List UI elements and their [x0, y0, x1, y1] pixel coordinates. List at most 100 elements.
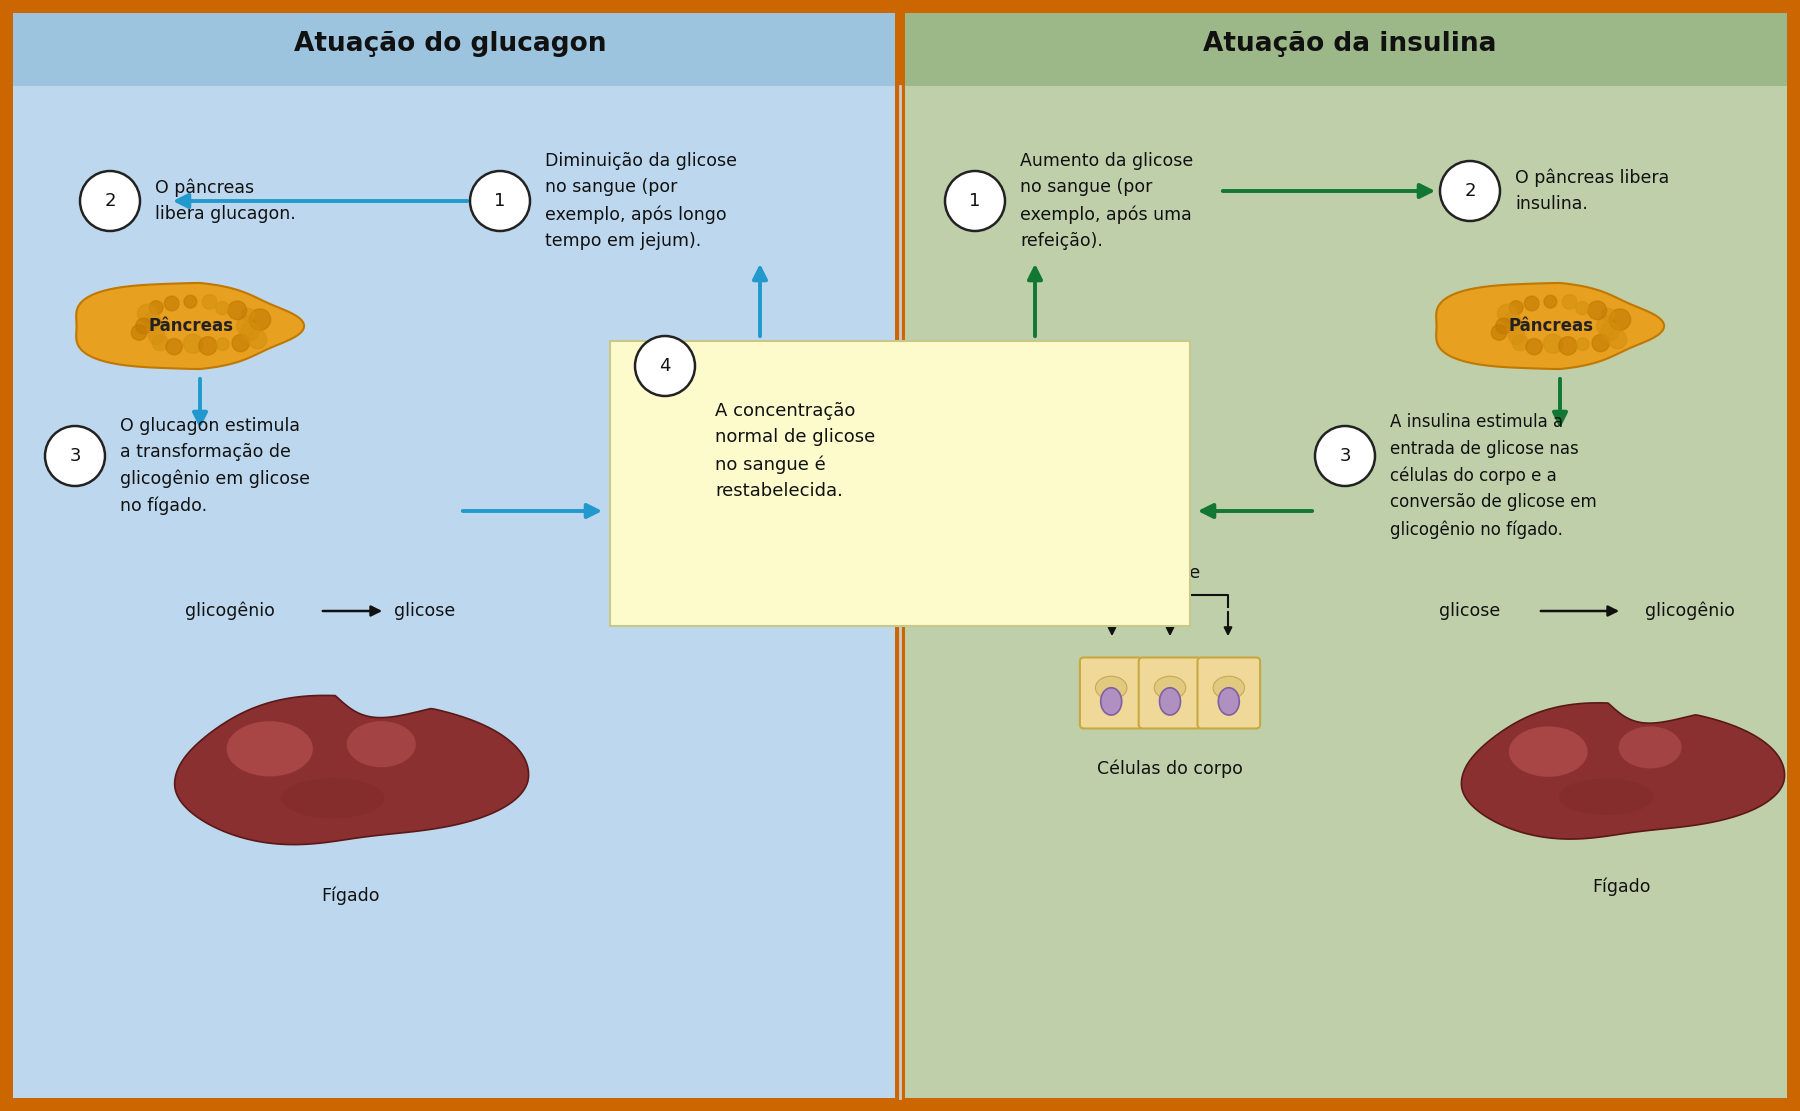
Circle shape	[1543, 334, 1562, 353]
Circle shape	[1508, 328, 1525, 344]
Circle shape	[1602, 308, 1615, 321]
Circle shape	[148, 328, 166, 344]
Circle shape	[1609, 309, 1631, 330]
FancyBboxPatch shape	[13, 13, 895, 1098]
Circle shape	[1496, 318, 1512, 334]
Text: 3: 3	[68, 447, 81, 466]
Text: O glucagon estimula
a transformação de
glicogênio em glicose
no fígado.: O glucagon estimula a transformação de g…	[121, 417, 310, 516]
Ellipse shape	[281, 778, 385, 819]
Circle shape	[232, 334, 250, 352]
Circle shape	[1316, 426, 1375, 486]
FancyBboxPatch shape	[905, 13, 1787, 86]
Ellipse shape	[1559, 779, 1652, 815]
Polygon shape	[175, 695, 529, 844]
Ellipse shape	[347, 721, 416, 768]
Circle shape	[1490, 324, 1507, 340]
Circle shape	[241, 308, 254, 321]
FancyBboxPatch shape	[610, 341, 1190, 625]
FancyBboxPatch shape	[905, 13, 1787, 1098]
Circle shape	[184, 296, 196, 308]
Circle shape	[1508, 301, 1523, 314]
Circle shape	[164, 297, 178, 311]
Circle shape	[635, 336, 695, 396]
Circle shape	[236, 317, 256, 336]
Circle shape	[945, 171, 1004, 231]
Text: glicogênio: glicogênio	[185, 602, 275, 620]
Circle shape	[1607, 330, 1627, 349]
Circle shape	[1597, 317, 1616, 336]
Text: 1: 1	[970, 192, 981, 210]
Ellipse shape	[1096, 677, 1127, 699]
Circle shape	[135, 318, 151, 334]
Circle shape	[216, 338, 229, 350]
Circle shape	[149, 301, 164, 314]
Circle shape	[198, 337, 218, 356]
Circle shape	[216, 301, 229, 314]
Text: Diminuição da glicose
no sangue (por
exemplo, após longo
tempo em jejum).: Diminuição da glicose no sangue (por exe…	[545, 152, 736, 250]
Text: Pâncreas: Pâncreas	[1508, 317, 1593, 336]
Text: 2: 2	[104, 192, 115, 210]
Circle shape	[202, 294, 216, 309]
Text: O pâncreas
libera glucagon.: O pâncreas libera glucagon.	[155, 179, 295, 223]
Text: glicose: glicose	[1440, 602, 1501, 620]
Ellipse shape	[1508, 727, 1588, 777]
Ellipse shape	[227, 721, 313, 777]
Circle shape	[1575, 301, 1589, 314]
Text: Fígado: Fígado	[320, 887, 380, 905]
FancyBboxPatch shape	[5, 6, 1795, 1105]
Circle shape	[153, 334, 167, 351]
Ellipse shape	[1618, 727, 1681, 769]
Circle shape	[241, 322, 259, 340]
Circle shape	[184, 334, 203, 353]
Circle shape	[1498, 304, 1516, 323]
Circle shape	[1440, 161, 1499, 221]
Circle shape	[1602, 322, 1618, 340]
Circle shape	[45, 426, 104, 486]
Circle shape	[144, 312, 160, 330]
Polygon shape	[1436, 283, 1663, 369]
Circle shape	[229, 301, 247, 320]
Circle shape	[1526, 339, 1543, 354]
Circle shape	[1562, 294, 1577, 309]
Text: Fígado: Fígado	[1593, 878, 1651, 897]
FancyBboxPatch shape	[1197, 658, 1260, 729]
Text: Células do corpo: Células do corpo	[1096, 760, 1244, 778]
Circle shape	[79, 171, 140, 231]
Text: Atuação do glucagon: Atuação do glucagon	[293, 31, 607, 57]
Text: 2: 2	[1463, 182, 1476, 200]
Circle shape	[248, 309, 270, 330]
Text: O pâncreas libera
insulina.: O pâncreas libera insulina.	[1516, 169, 1669, 213]
Text: Aumento da glicose
no sangue (por
exemplo, após uma
refeição).: Aumento da glicose no sangue (por exempl…	[1021, 152, 1193, 250]
Ellipse shape	[1219, 688, 1238, 715]
Text: A concentração
normal de glicose
no sangue é
restabelecida.: A concentração normal de glicose no sang…	[715, 402, 875, 500]
Circle shape	[1577, 338, 1589, 350]
Circle shape	[1591, 334, 1609, 352]
FancyBboxPatch shape	[13, 13, 895, 86]
Circle shape	[131, 324, 148, 340]
Circle shape	[1512, 334, 1528, 351]
FancyBboxPatch shape	[1139, 658, 1201, 729]
FancyBboxPatch shape	[1080, 658, 1143, 729]
Ellipse shape	[1213, 677, 1244, 699]
Text: 3: 3	[1339, 447, 1350, 466]
Text: Atuação da insulina: Atuação da insulina	[1202, 31, 1498, 57]
Text: A insulina estimula a
entrada de glicose nas
células do corpo e a
conversão de g: A insulina estimula a entrada de glicose…	[1390, 413, 1597, 539]
Text: Pâncreas: Pâncreas	[148, 317, 234, 336]
Ellipse shape	[1100, 688, 1121, 715]
Ellipse shape	[1154, 677, 1186, 699]
Circle shape	[470, 171, 529, 231]
Text: glicose: glicose	[394, 602, 455, 620]
Circle shape	[1525, 297, 1539, 311]
Circle shape	[1544, 296, 1557, 308]
Circle shape	[137, 304, 157, 323]
Circle shape	[166, 339, 182, 354]
Text: 1: 1	[495, 192, 506, 210]
Ellipse shape	[1159, 688, 1181, 715]
Polygon shape	[76, 283, 304, 369]
Text: 4: 4	[659, 357, 671, 376]
Text: glicose: glicose	[1139, 564, 1201, 582]
Text: glicogênio: glicogênio	[1645, 602, 1735, 620]
Circle shape	[1588, 301, 1607, 320]
Polygon shape	[1462, 703, 1784, 839]
Circle shape	[1503, 312, 1521, 330]
